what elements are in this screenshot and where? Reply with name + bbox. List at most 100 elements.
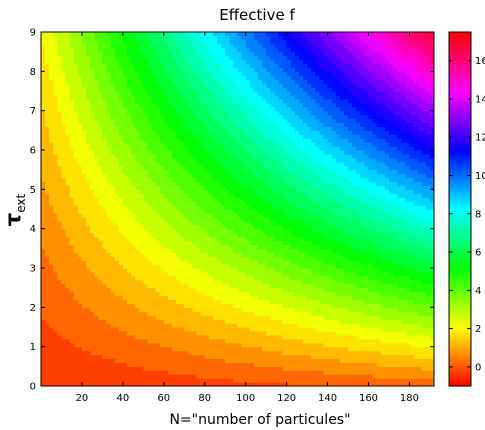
heatmap-cell (126, 358, 132, 363)
heatmap-cell (81, 374, 87, 379)
heatmap-cell (98, 260, 103, 265)
heatmap-cell (253, 291, 259, 297)
heatmap-cell (49, 71, 54, 76)
heatmap-cell (200, 346, 206, 352)
heatmap-cell (118, 55, 124, 61)
heatmap-cell (118, 201, 124, 206)
heatmap-cell (266, 212, 271, 218)
heatmap-cell (204, 197, 210, 202)
heatmap-cell (196, 79, 202, 84)
heatmap-cell (221, 240, 226, 245)
heatmap-cell (245, 346, 251, 352)
heatmap-cell (180, 181, 185, 186)
heatmap-cell (110, 378, 116, 383)
heatmap-cell (229, 181, 234, 186)
heatmap-cell (45, 268, 50, 273)
heatmap-cell (65, 350, 71, 356)
heatmap-cell (188, 260, 194, 265)
heatmap-cell (237, 283, 243, 289)
heatmap-cell (122, 134, 128, 139)
heatmap-cell (159, 220, 165, 226)
heatmap-cell (147, 279, 153, 285)
heatmap-cell (45, 193, 50, 198)
heatmap-cell (118, 315, 124, 320)
heatmap-cell (262, 130, 267, 135)
heatmap-cell (200, 228, 206, 234)
heatmap-cell (212, 212, 218, 218)
heatmap-cell (266, 236, 271, 242)
heatmap-cell (45, 91, 50, 96)
heatmap-cell (118, 330, 124, 336)
heatmap-cell (77, 382, 83, 386)
heatmap-cell (139, 350, 144, 356)
heatmap-cell (159, 209, 165, 214)
heatmap-cell (212, 323, 218, 328)
heatmap-cell (126, 201, 132, 206)
heatmap-cell (49, 216, 54, 222)
heatmap-cell (151, 102, 157, 108)
heatmap-cell (192, 342, 198, 348)
heatmap-cell (249, 177, 255, 183)
heatmap-cell (57, 193, 63, 198)
heatmap-cell (233, 236, 239, 242)
heatmap-cell (45, 79, 50, 84)
heatmap-cell (61, 330, 67, 336)
heatmap-cell (114, 106, 120, 112)
heatmap-cell (266, 252, 271, 257)
heatmap-cell (163, 268, 169, 273)
heatmap-cell (98, 299, 103, 304)
heatmap-cell (208, 220, 214, 226)
heatmap-cell (253, 366, 259, 371)
heatmap-cell (61, 55, 67, 61)
heatmap-cell (163, 319, 169, 324)
heatmap-cell (53, 220, 58, 226)
heatmap-cell (212, 248, 218, 253)
heatmap-cell (196, 287, 202, 293)
heatmap-cell (245, 279, 251, 285)
heatmap-cell (245, 264, 251, 269)
heatmap-cell (204, 185, 210, 190)
heatmap-cell (81, 185, 87, 190)
heatmap-cell (257, 244, 263, 249)
heatmap-cell (135, 319, 140, 324)
heatmap-cell (245, 216, 251, 222)
heatmap-cell (249, 287, 255, 293)
heatmap-cell (172, 47, 177, 53)
heatmap-cell (221, 287, 226, 293)
heatmap-cell (241, 264, 247, 269)
heatmap-cell (77, 224, 83, 230)
heatmap-cell (233, 87, 239, 92)
heatmap-cell (131, 228, 136, 234)
heatmap-cell (180, 323, 185, 328)
heatmap-cell (249, 83, 255, 88)
heatmap-cell (45, 342, 50, 348)
heatmap-cell (106, 358, 112, 363)
heatmap-cell (155, 224, 161, 230)
heatmap-cell (86, 370, 91, 375)
heatmap-cell (122, 252, 128, 257)
heatmap-cell (253, 334, 259, 340)
heatmap-cell (155, 374, 161, 379)
heatmap-cell (110, 71, 116, 76)
heatmap-cell (155, 161, 161, 167)
heatmap-cell (69, 224, 75, 230)
heatmap-cell (200, 216, 206, 222)
heatmap-cell (163, 311, 169, 316)
heatmap-cell (61, 256, 67, 261)
heatmap-cell (41, 382, 46, 386)
heatmap-cell (86, 55, 91, 61)
heatmap-cell (172, 350, 177, 356)
heatmap-cell (233, 43, 239, 49)
heatmap-cell (208, 315, 214, 320)
heatmap-cell (102, 146, 108, 151)
heatmap-cell (147, 91, 153, 96)
heatmap-cell (135, 51, 140, 57)
heatmap-cell (188, 358, 194, 363)
heatmap-cell (131, 283, 136, 289)
heatmap-cell (41, 240, 46, 245)
heatmap-cell (233, 212, 239, 218)
heatmap-cell (102, 185, 108, 190)
heatmap-cell (118, 153, 124, 159)
heatmap-cell (266, 201, 271, 206)
heatmap-cell (192, 224, 198, 230)
